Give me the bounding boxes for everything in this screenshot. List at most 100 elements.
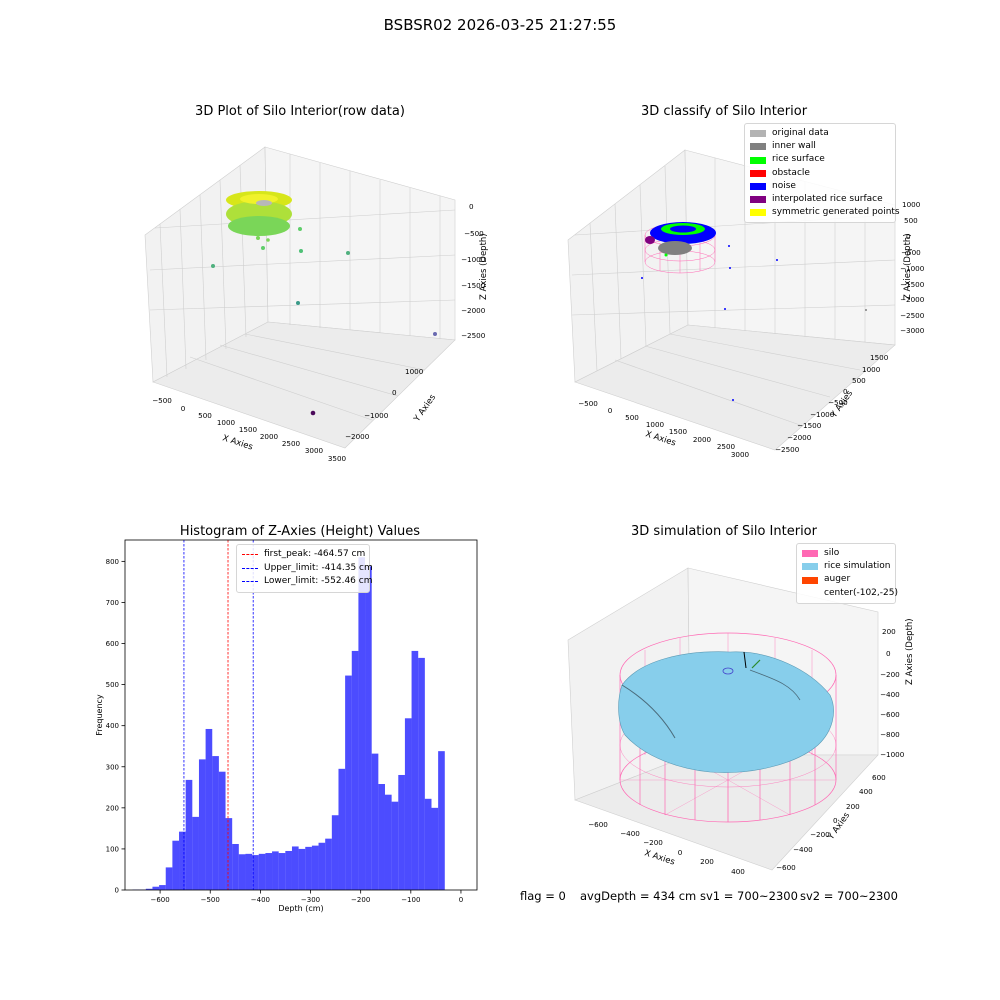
classify-y-tick: −1500 bbox=[797, 421, 822, 430]
legend-entry-first-peak: first_peak: -464.57 cm bbox=[242, 548, 365, 562]
legend-entry-upper-limit: Upper_limit: -414.35 cm bbox=[242, 562, 373, 576]
legend-swatch bbox=[802, 576, 818, 584]
classify-y-ticks: 1500 1000 500 0 −500 −1000 −1500 −2000 −… bbox=[775, 353, 889, 454]
simulation-y-ticks: 600 400 200 0 −200 −400 −600 bbox=[776, 773, 886, 872]
classify-z-tick: −1500 bbox=[900, 280, 925, 289]
legend-label: inner wall bbox=[772, 141, 816, 152]
simulation-plot-title: 3D simulation of Silo Interior bbox=[631, 524, 817, 539]
legend-entry-center: center(-102,-25) bbox=[802, 587, 898, 600]
classify-x-ticks: −500 0 500 1000 1500 2000 2500 3000 bbox=[578, 399, 749, 459]
classify-x-tick: 2500 bbox=[717, 442, 736, 451]
legend-label: Lower_limit: -552.46 cm bbox=[264, 576, 373, 586]
legend-label: auger bbox=[824, 574, 851, 585]
histogram-bar bbox=[232, 843, 239, 890]
y-tick-label: 0 bbox=[115, 887, 119, 895]
raw-y-label: Y Axies bbox=[412, 392, 439, 424]
histogram-bar bbox=[325, 838, 332, 890]
histogram-bar bbox=[252, 855, 259, 890]
legend-swatch bbox=[802, 590, 818, 597]
raw-z-tick: −500 bbox=[464, 229, 484, 238]
histogram-bar bbox=[205, 728, 213, 890]
classify-point-groups bbox=[641, 222, 867, 401]
histogram-bars bbox=[132, 557, 445, 890]
y-tick-label: 700 bbox=[106, 599, 119, 607]
histogram-bar bbox=[378, 784, 385, 890]
simulation-z-tick: −200 bbox=[880, 670, 900, 679]
raw-y-tick: 1000 bbox=[405, 367, 424, 376]
classify-y-tick: 500 bbox=[852, 376, 866, 385]
raw-3d-box bbox=[144, 146, 456, 449]
classify-z-tick: 0 bbox=[906, 232, 911, 241]
y-tick-label: 100 bbox=[106, 845, 119, 853]
simulation-x-tick: 400 bbox=[731, 867, 745, 876]
simulation-y-tick: 600 bbox=[872, 773, 886, 782]
classify-z-label: Z Axies (Depth) bbox=[903, 233, 913, 300]
simulation-z-tick: 200 bbox=[882, 627, 896, 636]
classify-plot-title: 3D classify of Silo Interior bbox=[640, 104, 808, 119]
status-flag: flag = 0 bbox=[520, 889, 566, 903]
legend-entry-obstacle: obstacle bbox=[750, 167, 890, 180]
histogram-bar bbox=[172, 840, 180, 890]
histogram-bar bbox=[225, 818, 233, 890]
legend-swatch bbox=[750, 196, 766, 204]
classify-x-tick: 1000 bbox=[646, 420, 665, 429]
y-tick-label: 400 bbox=[106, 722, 119, 730]
legend-entry-symmetric-generated-points: symmetric generated points bbox=[750, 206, 900, 219]
y-tick-label: 300 bbox=[106, 763, 119, 771]
classify-legend: original data inner wall rice surface ob… bbox=[744, 123, 900, 224]
histogram-bar bbox=[431, 807, 439, 890]
classify-z-tick: −3000 bbox=[900, 326, 925, 335]
histogram-bar bbox=[398, 774, 405, 890]
histogram-bar bbox=[245, 853, 253, 890]
raw-x-tick: 1000 bbox=[217, 418, 236, 427]
classify-x-tick: 500 bbox=[625, 413, 639, 422]
histogram-bar bbox=[338, 768, 346, 890]
x-tick-label: −200 bbox=[351, 896, 370, 904]
simulation-x-ticks: −600 −400 −200 0 200 400 bbox=[588, 820, 745, 876]
simulation-x-tick: 200 bbox=[700, 857, 714, 866]
simulation-x-tick: −600 bbox=[588, 820, 608, 829]
histogram-bar bbox=[424, 798, 432, 890]
histogram-bar bbox=[159, 885, 166, 890]
raw-z-tick: −2000 bbox=[461, 306, 486, 315]
histogram-bar bbox=[145, 888, 153, 890]
legend-swatch bbox=[750, 169, 766, 177]
histogram-bar bbox=[298, 848, 306, 890]
histogram-bar bbox=[331, 815, 339, 890]
simulation-z-tick: −400 bbox=[880, 690, 900, 699]
raw-z-tick: −2500 bbox=[461, 331, 486, 340]
simulation-x-tick: 0 bbox=[678, 848, 683, 857]
simulation-x-tick: −400 bbox=[620, 829, 640, 838]
histogram-x-label: Depth (cm) bbox=[278, 904, 323, 913]
raw-z-tick: 0 bbox=[469, 202, 474, 211]
x-tick-label: −300 bbox=[301, 896, 320, 904]
raw-x-ticks: −500 0 500 1000 1500 2000 2500 3000 3500 bbox=[152, 396, 346, 463]
legend-entry-auger: auger bbox=[802, 573, 890, 586]
classify-x-tick: 1500 bbox=[669, 427, 688, 436]
raw-z-tick: −1000 bbox=[461, 255, 486, 264]
classify-y-tick: 1500 bbox=[870, 353, 889, 362]
raw-plot-title: 3D Plot of Silo Interior(row data) bbox=[195, 104, 405, 119]
raw-y-tick: −2000 bbox=[345, 432, 370, 441]
histogram-bar bbox=[351, 650, 359, 890]
histogram-bar bbox=[185, 779, 193, 890]
simulation-y-tick: −400 bbox=[793, 845, 813, 854]
classify-x-tick: 3000 bbox=[731, 450, 750, 459]
histogram-bar bbox=[345, 675, 352, 890]
simulation-z-tick: −800 bbox=[880, 730, 900, 739]
legend-label: center(-102,-25) bbox=[824, 587, 898, 598]
y-tick-label: 200 bbox=[106, 804, 119, 812]
y-tick-label: 500 bbox=[106, 681, 119, 689]
simulation-x-tick: −200 bbox=[643, 838, 663, 847]
legend-swatch bbox=[750, 156, 766, 164]
classify-y-tick: 0 bbox=[843, 387, 848, 396]
histogram-bar bbox=[238, 854, 246, 890]
histogram-y-label: Frequency bbox=[95, 694, 104, 736]
simulation-legend: silo rice simulation auger center(-102,-… bbox=[796, 543, 898, 604]
histogram-bar bbox=[265, 853, 273, 890]
histogram-bar bbox=[438, 751, 445, 890]
histogram-bar bbox=[418, 657, 425, 890]
legend-swatch bbox=[750, 130, 766, 138]
status-avg-depth: avgDepth = 434 cm bbox=[580, 889, 697, 903]
classify-z-tick: 1000 bbox=[902, 200, 921, 209]
